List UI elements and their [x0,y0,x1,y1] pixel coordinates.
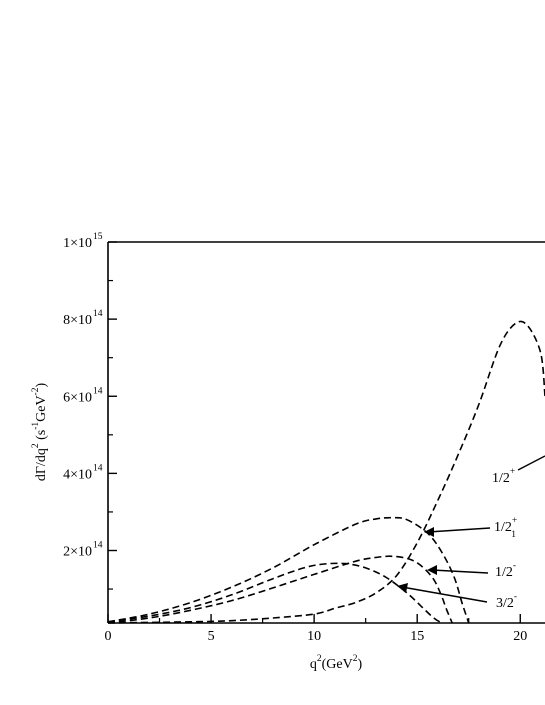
y-tick-label-exponent: 14 [93,541,103,551]
x-tick-label: 0 [105,629,112,644]
arrowhead [397,583,408,593]
y-axis-title-sup3: -2 [31,387,41,395]
annotation-arrow [431,569,489,574]
series [107,320,545,624]
y-tick-label: 4×10 [63,467,92,482]
arrowhead [424,527,434,537]
annotation-arrow [427,527,491,533]
annotation-3-2-minus: 3/2- [397,583,517,611]
y-axis-title: dΓ/dq2 (s-1GeV-2) [31,383,49,482]
x-axis-title-unit-sup: 2 [353,654,358,664]
annotation-1-2-minus: 1/2- [427,561,516,580]
curve-label-sup: + [512,516,517,526]
y-tick-label: 2×10 [63,545,92,560]
y-axis-title-part1: dΓ/dq [34,448,49,481]
x-axis-title: q2(GeV2) [310,654,363,672]
x-tick-label: 10 [307,629,321,644]
curve-label-sup: + [510,467,515,477]
y-tick-label-exponent: 14 [93,309,103,319]
y-axis-title-sup2: -1 [31,422,41,430]
x-axis-title-close: ) [357,657,362,672]
x-axis-title-sup: 2 [317,654,322,664]
series-line-0 [107,320,545,624]
y-axis-title-part3: GeV [34,395,49,421]
x-tick-label: 15 [410,629,424,644]
series-line-1 [107,516,470,624]
annotation-arrow [401,586,488,603]
curve-label-main: 1/2 [494,520,512,535]
arrowhead [427,565,437,575]
annotation-arrow [517,455,545,471]
curve-label-main: 1/2 [495,565,513,580]
y-axis-title-part4: ) [34,383,49,388]
curve-label-sub: 1 [511,530,516,540]
y-axis-title-part2: (s [34,430,49,444]
curve-label-1-2-minus: 1/2- [495,561,516,580]
curve-label-main: 3/2 [496,596,514,611]
y-axis-title-sup1: 2 [31,443,41,448]
y-tick-label: 8×10 [63,313,92,328]
x-tick-label: 20 [513,629,527,644]
curve-label-main: 1/2 [492,471,510,486]
y-tick-label-exponent: 14 [93,386,103,396]
y-tick-label: 1×10 [63,236,92,251]
series-line-3 [107,562,443,624]
ticks: 0 5 10 15 202×10 144×10 146×10 148×10 141×10 15 [63,232,527,644]
x-tick-label: 5 [208,629,215,644]
y-tick-label-exponent: 15 [93,232,103,242]
annotation-1-2-plus: 1/2+ [492,455,545,486]
y-tick-label: 6×10 [63,390,92,405]
curve-label-3-2-minus: 3/2- [496,592,517,611]
series-line-2 [107,555,453,624]
curve-label-1-2-plus: 1/2+ [492,467,515,486]
annotation-1-2-plus-1: 1/2+ 1 [424,516,517,540]
curve-label-sup: - [513,561,516,571]
y-tick-label-exponent: 14 [93,463,103,473]
curve-label-sup: - [514,592,517,602]
curve-label-1-2-plus-1: 1/2+ 1 [494,516,517,540]
x-axis-title-open: (GeV [322,657,353,672]
x-axis-title-base: q [310,657,317,672]
